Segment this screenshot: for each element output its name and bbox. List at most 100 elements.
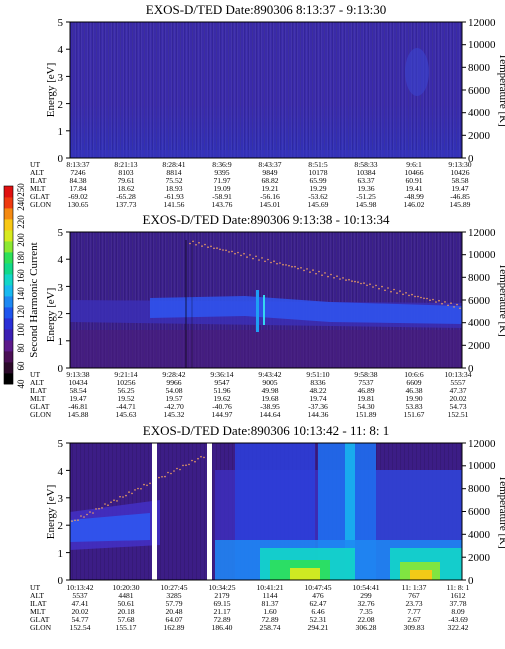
trace-dot xyxy=(213,247,215,250)
trace-dot xyxy=(113,499,115,502)
temperature-axis: 0 2000 4000 6000 8000 10000 12000 xyxy=(462,17,496,165)
ephemeris-value: 9:28:42 xyxy=(162,370,185,379)
trace-dot xyxy=(450,302,452,305)
colorbar-swatch xyxy=(4,296,13,308)
ephemeris-value: 79.61 xyxy=(117,176,134,185)
y2-tick-label: 10000 xyxy=(468,39,496,51)
trace-dot xyxy=(188,463,190,466)
ephemeris-value: 10:34:25 xyxy=(208,583,235,592)
ephemeris-value: 10:20:30 xyxy=(112,583,139,592)
ephemeris-row-ilat: ILAT 84.38 79.61 75.52 71.97 68.82 65.99 63.37… xyxy=(30,176,469,185)
y-tick-label: 3 xyxy=(58,493,64,505)
ephemeris-value: 10384 xyxy=(357,168,376,177)
ephemeris-value: 8.09 xyxy=(451,607,464,616)
ephemeris-value: 20.18 xyxy=(117,607,134,616)
trace-dot xyxy=(327,275,329,278)
y2-tick-label: 12000 xyxy=(468,17,496,29)
y-axis-label: Energy [eV] xyxy=(45,288,57,342)
trace-dot xyxy=(125,494,127,497)
trace-dot xyxy=(197,457,199,460)
energy-axis: 0 1 2 3 4 5 xyxy=(58,227,70,375)
trace-dot xyxy=(369,283,371,286)
trace-dot xyxy=(309,271,311,273)
trace-dot xyxy=(315,272,317,275)
ephemeris-value: 8103 xyxy=(118,168,133,177)
trace-dot xyxy=(321,274,323,277)
ephemeris-value: 8:43:37 xyxy=(258,160,281,169)
ephemeris-value: 1144 xyxy=(263,591,278,600)
temperature-trace xyxy=(189,240,461,310)
ephemeris-value: 20.02 xyxy=(71,607,88,616)
ephemeris-row-glat: GLAT -46.81 -44.71 -42.70 -40.76 -38.95 -37.3… xyxy=(30,402,467,411)
spectrogram-image xyxy=(70,443,462,580)
ephemeris-value: 9966 xyxy=(166,378,181,387)
trace-dot xyxy=(381,285,383,288)
trace-dot xyxy=(357,281,359,283)
energy-axis: 0 1 2 3 4 5 xyxy=(58,17,70,165)
ephemeris-value: 145.01 xyxy=(260,200,281,209)
spectrogram-panel-3: EXOS-D/TED Date:890306 10:13:42 - 11: 8:… xyxy=(30,423,505,632)
ephemeris-value: 6.46 xyxy=(311,607,324,616)
colorbar-tick-label: 240 xyxy=(16,197,26,211)
ephemeris-value: 20.02 xyxy=(449,394,466,403)
trace-dot xyxy=(167,471,169,474)
colorbar-swatch xyxy=(4,208,13,220)
ephemeris-value: 145.32 xyxy=(164,410,185,419)
trace-dot xyxy=(297,267,299,270)
ephemeris-value: 9:58:38 xyxy=(354,370,377,379)
trace-dot xyxy=(330,273,332,276)
y2-tick-label: 0 xyxy=(468,575,474,587)
ephemeris-value: 322.42 xyxy=(448,623,469,632)
colorbar-swatches xyxy=(4,186,13,385)
y-tick-label: 4 xyxy=(58,44,64,56)
ephemeris-value: 9:36:14 xyxy=(210,370,233,379)
trace-dot xyxy=(176,467,178,470)
y2-tick-label: 12000 xyxy=(468,438,496,450)
ephemeris-value: 7246 xyxy=(70,168,85,177)
trace-dot xyxy=(405,292,407,294)
trace-dot xyxy=(453,306,455,308)
trace-dot xyxy=(143,483,145,486)
trace-dot xyxy=(408,294,410,297)
trace-dot xyxy=(375,284,377,287)
temperature-axis: 0 2000 4000 6000 8000 10000 12000 xyxy=(462,227,496,375)
ephemeris-value: 54.08 xyxy=(165,386,182,395)
trace-dot xyxy=(291,265,293,268)
ephemeris-value: 68.82 xyxy=(261,176,278,185)
spectrogram-panel-2: EXOS-D/TED Date:890306 9:13:38 - 10:13:3… xyxy=(30,212,505,419)
trace-dot xyxy=(101,507,103,509)
colorbar-label: Second Harmonic Current xyxy=(28,242,40,357)
trace-dot xyxy=(261,257,263,259)
trace-dot xyxy=(185,464,187,467)
y2-tick-label: 0 xyxy=(468,153,474,165)
y-tick-label: 3 xyxy=(58,282,64,294)
ephemeris-value: -53.62 xyxy=(308,192,328,201)
trace-dot xyxy=(146,484,148,487)
ephemeris-value: 9:21:14 xyxy=(114,370,137,379)
ephemeris-value: 151.89 xyxy=(356,410,377,419)
ephemeris-label: MLT xyxy=(30,184,46,193)
ephemeris-value: -38.95 xyxy=(260,402,280,411)
ephemeris-value: 54.73 xyxy=(449,402,466,411)
y-tick-label: 1 xyxy=(58,126,64,138)
ephemeris-row-ut: UT 8:13:37 8:21:13 8:28:41 8:36:9 8:43:37 8:5… xyxy=(30,160,472,169)
ephemeris-value: 10:27:45 xyxy=(160,583,187,592)
colorbar-swatch xyxy=(4,373,13,385)
ephemeris-value: 47.41 xyxy=(71,599,88,608)
y2-axis-label: Temperature [K] xyxy=(497,475,505,548)
y-tick-label: 4 xyxy=(58,254,64,266)
y-tick-label: 5 xyxy=(58,438,64,450)
ephemeris-value: 54.77 xyxy=(71,615,88,624)
ephemeris-value: -43.69 xyxy=(448,615,468,624)
spectrogram-image xyxy=(70,232,462,368)
ephemeris-label: ILAT xyxy=(30,599,47,608)
ephemeris-value: 145.89 xyxy=(450,200,471,209)
ephemeris-value: 19.47 xyxy=(69,394,86,403)
trace-dot xyxy=(110,501,112,504)
ephemeris-label: MLT xyxy=(30,607,46,616)
ephemeris-value: -42.70 xyxy=(164,402,184,411)
trace-dot xyxy=(267,258,269,261)
ephemeris-value: 10178 xyxy=(309,168,328,177)
trace-dot xyxy=(228,251,230,253)
trace-dot xyxy=(222,249,224,251)
